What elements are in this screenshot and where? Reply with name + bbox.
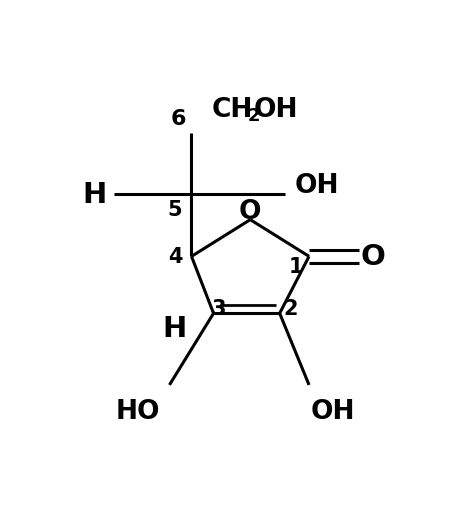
Text: 3: 3 [212,298,226,318]
Text: 5: 5 [168,199,182,219]
Text: H: H [82,181,106,209]
Text: 1: 1 [289,256,303,276]
Text: O: O [361,243,386,271]
Text: H: H [163,315,187,342]
Text: 2: 2 [283,298,298,318]
Text: OH: OH [254,97,299,123]
Text: OH: OH [294,173,339,199]
Text: HO: HO [116,398,161,424]
Text: 6: 6 [171,109,186,129]
Text: CH: CH [212,97,253,123]
Text: O: O [239,199,262,225]
Text: 2: 2 [247,107,260,125]
Text: OH: OH [310,398,355,424]
Text: 4: 4 [168,247,182,267]
